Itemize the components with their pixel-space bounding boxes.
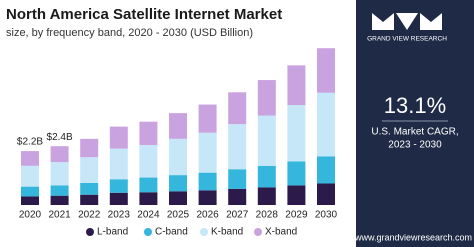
bar-segment — [228, 92, 247, 125]
bar-segment — [139, 121, 158, 145]
bar-segment — [50, 185, 69, 196]
bar-segment — [198, 132, 217, 173]
bar-segment — [287, 185, 306, 205]
x-tick-label: 2021 — [48, 210, 71, 221]
side-panel — [356, 0, 474, 247]
legend-label: K-band — [211, 227, 243, 238]
bar-segment — [21, 186, 39, 197]
bar-segment — [317, 156, 335, 184]
bar-segment — [80, 157, 99, 183]
x-tick-label: 2024 — [137, 210, 160, 221]
bar-segment — [198, 172, 217, 191]
cagr-value: 13.1% — [384, 93, 446, 118]
x-tick-label: 2022 — [78, 210, 101, 221]
bar-segment — [257, 80, 276, 116]
bar-segment — [139, 177, 158, 193]
bar-segment — [257, 187, 276, 205]
bar-segment — [287, 105, 306, 162]
cagr-label: U.S. Market CAGR, — [371, 127, 458, 138]
source: Source: www.grandviewresearch.com — [321, 232, 472, 242]
bar-segment — [287, 161, 306, 186]
x-tick-label: 2027 — [226, 210, 249, 221]
bar-segment — [21, 165, 39, 187]
x-tick-label: 2025 — [167, 210, 190, 221]
legend-label: L-band — [97, 227, 128, 238]
legend-marker — [86, 228, 94, 236]
bar-segment — [80, 138, 99, 158]
chart-subtitle: size, by frequency band, 2020 - 2030 (US… — [6, 27, 253, 39]
bar-segment — [228, 169, 247, 189]
legend-label: C-band — [155, 227, 188, 238]
x-tick-label: 2030 — [315, 210, 338, 221]
x-tick-label: 2023 — [108, 210, 131, 221]
legend-marker — [254, 228, 262, 236]
brand: GRAND VIEW RESEARCH — [367, 36, 447, 43]
bar-segment — [50, 195, 69, 205]
bar-segment — [317, 48, 335, 93]
x-tick-label: 2026 — [196, 210, 219, 221]
bar-segment — [317, 183, 335, 205]
bar-segment — [21, 151, 39, 166]
legend-marker — [144, 228, 152, 236]
bar-segment — [109, 148, 128, 180]
bar-segment — [257, 165, 276, 188]
bar-segment — [139, 192, 158, 205]
x-tick-label: 2020 — [19, 210, 42, 221]
bar-segment — [80, 194, 99, 205]
bar-segment — [228, 124, 247, 170]
annotation: $2.4B — [47, 132, 73, 143]
legend-label: X-band — [265, 227, 297, 238]
annotation: $2.2B — [17, 137, 43, 148]
logo — [372, 13, 442, 30]
bar-segment — [169, 113, 187, 139]
bar-segment — [50, 146, 69, 163]
bar-segment — [80, 182, 99, 195]
bar-segment — [257, 115, 276, 166]
bar-segment — [109, 126, 128, 149]
chart-title: North America Satellite Internet Market — [6, 6, 282, 23]
bar-segment — [198, 104, 217, 133]
bar-segment — [169, 175, 187, 192]
bar-segment — [287, 65, 306, 106]
bar-segment — [50, 162, 69, 186]
bar-segment — [169, 138, 187, 176]
bar-segment — [317, 92, 335, 157]
bar-segment — [198, 190, 217, 205]
bar-segment — [139, 144, 158, 178]
cagr-period: 2023 - 2030 — [388, 140, 442, 151]
x-tick-label: 2028 — [256, 210, 279, 221]
bar-segment — [169, 191, 187, 205]
x-tick-label: 2029 — [285, 210, 308, 221]
bar-segment — [228, 188, 247, 205]
legend-marker — [200, 228, 208, 236]
bar-segment — [109, 179, 128, 193]
bar-segment — [21, 196, 39, 205]
bar-segment — [109, 192, 128, 205]
